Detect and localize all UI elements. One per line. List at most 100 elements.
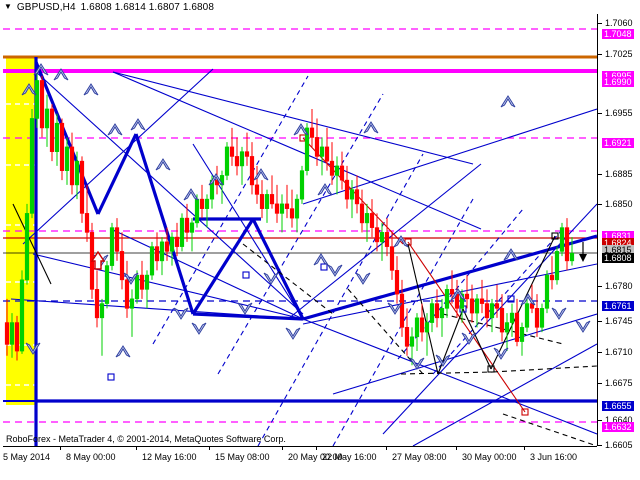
candle-body	[539, 308, 545, 328]
candle-body	[284, 203, 290, 209]
candle-body	[509, 312, 515, 323]
candle-body	[479, 298, 485, 304]
channel-dash-1	[152, 75, 309, 345]
fractal-up-icon	[155, 158, 171, 171]
time-tick	[316, 446, 317, 450]
copyright-label: RoboForex - MetaTrader 4, © 2001-2014, M…	[6, 434, 286, 444]
object-arrow-down-black[interactable]	[579, 242, 587, 262]
fractal-down-icon	[327, 264, 343, 277]
candle-body	[44, 108, 50, 129]
candle-body	[409, 336, 415, 347]
candle-body	[369, 213, 375, 228]
price-tick	[598, 23, 602, 24]
price-tick	[598, 286, 602, 287]
candle-body	[349, 189, 355, 200]
object-arrow-up-red[interactable]	[90, 250, 106, 270]
candle-body	[49, 108, 55, 152]
zigzag-handle-7	[507, 295, 515, 303]
chart-plot-area[interactable]	[3, 14, 597, 446]
candle-body	[239, 151, 245, 167]
candle-body	[339, 165, 345, 181]
structure-drop-2	[134, 133, 195, 315]
candle-body	[384, 232, 390, 247]
candle-body	[224, 146, 230, 176]
fractal-up-icon	[115, 345, 131, 358]
candlestick-series	[4, 72, 575, 366]
price-tick	[598, 54, 602, 55]
structure-base	[192, 312, 304, 321]
price-label: 1.7025	[605, 49, 633, 59]
candle-body	[359, 203, 365, 224]
candle-body	[29, 118, 35, 214]
candle-body	[269, 194, 275, 205]
candle-body	[299, 170, 305, 200]
candle-body	[489, 303, 495, 319]
structure-drop-3	[251, 218, 305, 320]
candle-body	[379, 232, 385, 243]
candle-body	[19, 279, 25, 352]
candle-body	[434, 303, 440, 319]
candle-body	[124, 279, 130, 309]
candle-body	[419, 317, 425, 333]
candle-body	[259, 194, 265, 209]
time-label: 3 Jun 16:00	[530, 452, 578, 462]
black-zigzag-group[interactable]	[12, 203, 597, 446]
price-scale[interactable]: 1.7060 1.7048 1.7025 1.6995 1.6990 1.6955 1.69…	[598, 0, 640, 480]
ohlc-values: 1.6808 1.6814 1.6807 1.6808	[80, 1, 215, 13]
candle-body	[389, 246, 395, 271]
candle-body	[9, 322, 15, 345]
candle-body	[414, 317, 420, 338]
fractal-up-icon	[313, 253, 329, 266]
candle-body	[204, 198, 210, 209]
candle-body	[394, 270, 400, 295]
price-label: 1.6815	[602, 245, 634, 255]
zigzag-handle-6	[242, 271, 250, 279]
candle-body	[399, 293, 405, 328]
zigzag-handle-2	[487, 365, 495, 373]
time-label: 30 May 00:00	[462, 452, 517, 462]
trendline-fan-2	[32, 253, 304, 320]
trendline-right-b	[332, 313, 597, 395]
candle-body	[144, 274, 150, 290]
candle-body	[494, 303, 500, 309]
price-label: 1.6640	[605, 415, 633, 425]
price-tick	[598, 420, 602, 421]
zigzag-dash-2	[400, 371, 494, 375]
candle-body	[304, 127, 310, 171]
price-label: 1.6655	[602, 401, 634, 411]
fractal-down-icon	[355, 272, 371, 285]
price-tick	[598, 113, 602, 114]
fractal-down-icon	[387, 302, 403, 315]
candle-body	[274, 203, 280, 214]
time-tick	[60, 446, 61, 450]
candle-body	[469, 298, 475, 314]
candle-body	[319, 146, 325, 157]
candle-body	[334, 165, 340, 176]
candle-body	[189, 222, 195, 233]
price-label: 1.6808	[602, 253, 634, 263]
chart-header: ▼ GBPUSD,H4 1.6808 1.6814 1.6807 1.6808	[0, 0, 640, 14]
time-label: 8 May 00:00	[66, 452, 116, 462]
candle-body	[449, 289, 455, 295]
price-label: 1.6831	[602, 231, 634, 241]
time-label: 20 May 00:00	[288, 452, 343, 462]
candle-body	[4, 322, 10, 345]
dashed-channel-group[interactable]	[152, 75, 564, 446]
channel-dash-4	[332, 198, 474, 446]
chevron-down-icon[interactable]: ▼	[4, 2, 12, 11]
trendline-up-long	[22, 68, 214, 245]
candle-body	[194, 198, 200, 224]
fractal-down-icon	[551, 307, 567, 320]
candle-body	[119, 251, 125, 281]
candle-body	[564, 227, 570, 262]
candle-body	[404, 327, 410, 347]
time-tick	[524, 446, 525, 450]
candle-body	[459, 293, 465, 309]
candle-body	[429, 303, 435, 323]
candle-body	[199, 198, 205, 209]
price-label: 1.6921	[602, 138, 634, 148]
candle-body	[289, 208, 295, 219]
price-label: 1.6995	[602, 71, 634, 81]
candle-body	[184, 217, 190, 233]
